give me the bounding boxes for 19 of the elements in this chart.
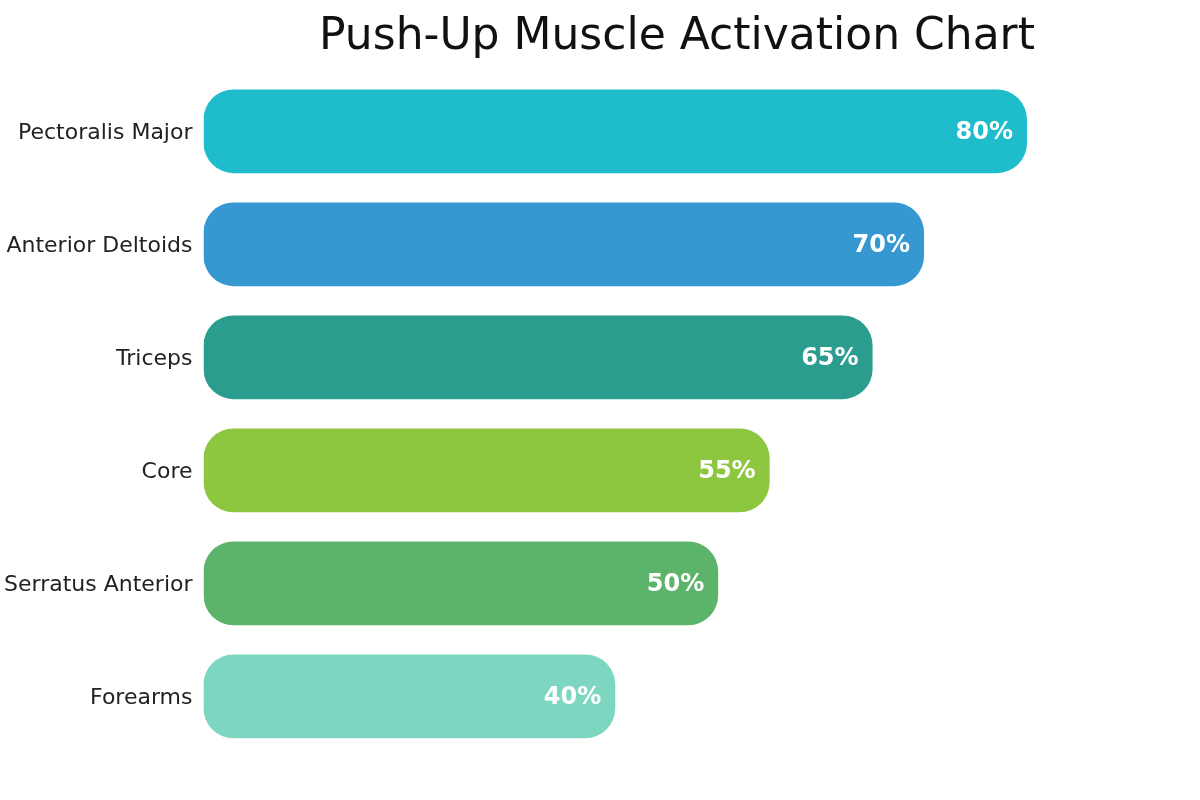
data-label: 50% (646, 569, 705, 598)
y-tick-label: Anterior Deltoids (6, 231, 193, 257)
y-tick-label: Forearms (90, 683, 193, 709)
y-tick-label: Pectoralis Major (18, 118, 194, 144)
bar (203, 89, 1027, 174)
y-tick-label: Triceps (115, 344, 193, 370)
bar (203, 541, 719, 626)
y-tick-label: Serratus Anterior (3, 570, 194, 596)
data-label: 80% (955, 117, 1013, 146)
data-label: 40% (543, 682, 602, 711)
data-label: 70% (852, 230, 911, 259)
data-label: 65% (801, 343, 859, 372)
data-label: 55% (698, 456, 756, 485)
chart-title: Push-Up Muscle Activation Chart (319, 7, 1035, 59)
bar (203, 315, 873, 400)
bar (203, 428, 770, 513)
bar (203, 654, 616, 739)
y-tick-label: Core (141, 457, 193, 483)
bar (203, 202, 925, 287)
